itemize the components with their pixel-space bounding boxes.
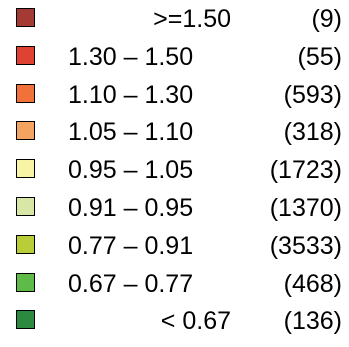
legend-count-label: (136)	[283, 307, 342, 335]
legend-range-label: 1.30 – 1.50	[68, 43, 194, 71]
legend-swatch	[16, 121, 35, 140]
legend-row: 1.10 – 1.30 (593)	[0, 77, 349, 113]
legend-row: 0.77 – 0.91 (3533)	[0, 228, 349, 264]
legend-row: 0.91 – 0.95 (1370)	[0, 190, 349, 226]
legend-count-label: (318)	[283, 118, 342, 146]
legend-row: < 0.67 (136)	[0, 303, 349, 339]
legend-swatch	[16, 235, 35, 254]
legend-swatch	[16, 197, 35, 216]
legend-range-label: 0.91 – 0.95	[68, 194, 194, 222]
legend-count-label: (3533)	[269, 232, 342, 260]
legend-range-label: 0.77 – 0.91	[68, 232, 194, 260]
legend-count-label: (9)	[311, 5, 342, 33]
legend-swatch	[16, 46, 35, 65]
legend-count-label: (1723)	[269, 156, 342, 184]
legend-range-label: 0.67 – 0.77	[68, 270, 194, 298]
legend-count-label: (1370)	[269, 194, 342, 222]
legend-range-label: 0.95 – 1.05	[68, 156, 194, 184]
legend-swatch	[16, 84, 35, 103]
legend-range-label: 1.05 – 1.10	[68, 118, 194, 146]
legend-swatch	[16, 310, 35, 329]
legend-range-label: 1.10 – 1.30	[68, 81, 194, 109]
legend-range-label: < 0.67	[160, 307, 231, 335]
legend-row: 0.67 – 0.77 (468)	[0, 266, 349, 302]
legend-count-label: (468)	[283, 270, 342, 298]
legend-swatch	[16, 159, 35, 178]
legend-row: 1.05 – 1.10 (318)	[0, 114, 349, 150]
legend-range-label: >=1.50	[153, 5, 231, 33]
legend-swatch	[16, 273, 35, 292]
legend-swatch	[16, 8, 35, 27]
legend-row: 0.95 – 1.05 (1723)	[0, 152, 349, 188]
legend-count-label: (593)	[283, 81, 342, 109]
legend-row: 1.30 – 1.50 (55)	[0, 39, 349, 75]
legend-row: >=1.50 (9)	[0, 1, 349, 37]
legend-count-label: (55)	[297, 43, 342, 71]
